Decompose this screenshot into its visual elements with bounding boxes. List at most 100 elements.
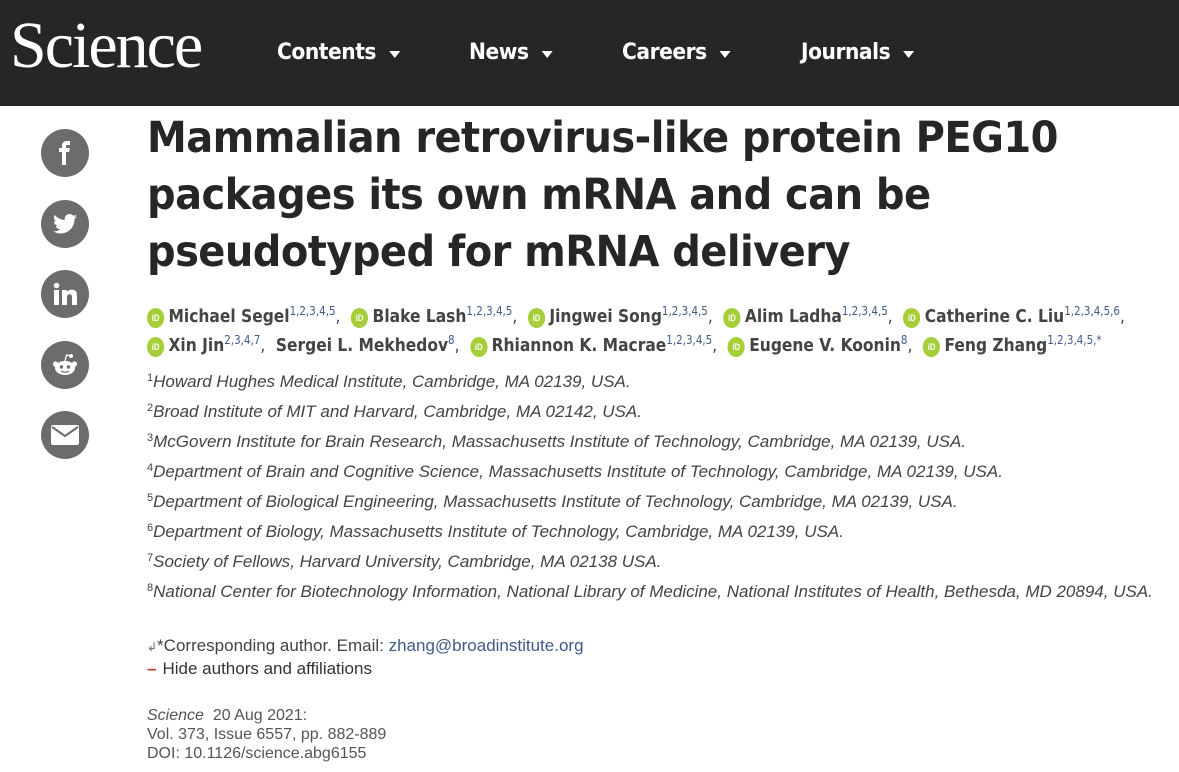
article-title: Mammalian retrovirus-like protein PEG10 …: [147, 113, 1058, 277]
share-reddit-button[interactable]: [41, 341, 89, 389]
affiliation-superscript: 1,2,3,4,5,*: [1047, 333, 1102, 347]
return-arrow-icon: ↲: [147, 640, 158, 654]
share-linkedin-button[interactable]: [41, 270, 89, 318]
separator: ,: [512, 306, 518, 327]
orcid-icon[interactable]: iD: [723, 308, 741, 328]
affiliation-superscript: 1,2,3,4,5: [841, 304, 888, 318]
author-name[interactable]: Blake Lash: [372, 306, 467, 327]
citation-volume: Vol. 373, Issue 6557, pp. 882-889: [147, 726, 387, 743]
citation-date: 20 Aug 2021:: [212, 707, 308, 724]
affiliation-item: 3McGovern Institute for Brain Research, …: [147, 432, 1177, 452]
separator: ,: [260, 335, 266, 356]
affiliation-text: Department of Biological Engineering, Ma…: [153, 492, 958, 511]
citation-journal: Science: [147, 707, 204, 724]
top-navigation-bar: Science Contents News Careers Journals: [0, 0, 1179, 106]
affiliation-number: 7: [147, 552, 154, 564]
author-name[interactable]: Xin Jin: [168, 335, 225, 356]
email-icon: [51, 425, 79, 445]
affiliation-item: 5Department of Biological Engineering, M…: [147, 492, 1177, 512]
corresponding-author: ↲*Corresponding author. Email: zhang@bro…: [147, 636, 584, 656]
science-logo[interactable]: Science: [10, 9, 203, 82]
orcid-icon[interactable]: iD: [922, 337, 941, 357]
separator: ,: [887, 306, 893, 327]
author-name[interactable]: Jingwei Song: [549, 306, 662, 327]
nav-news-label: News: [469, 40, 529, 65]
affiliation-superscript: 1,2,3,4,5: [466, 304, 513, 318]
separator: ,: [712, 335, 718, 356]
author-name[interactable]: Rhiannon K. Macrae: [491, 335, 667, 356]
affiliation-list: 1Howard Hughes Medical Institute, Cambri…: [147, 372, 1177, 612]
chevron-down-icon: [541, 50, 553, 58]
affiliation-number: 2: [147, 402, 154, 414]
author-name[interactable]: Sergei L. Mekhedov: [275, 335, 449, 356]
hide-authors-toggle[interactable]: – Hide authors and affiliations: [147, 659, 372, 679]
affiliation-number: 6: [147, 522, 154, 534]
author-name[interactable]: Catherine C. Liu: [924, 306, 1065, 327]
linkedin-icon: [53, 282, 77, 305]
orcid-icon[interactable]: iD: [147, 337, 165, 357]
nav-journals[interactable]: Journals: [801, 40, 915, 65]
affiliation-superscript: 1,2,3,4,5: [661, 304, 708, 318]
facebook-icon: [59, 141, 70, 165]
author-name[interactable]: Feng Zhang: [944, 335, 1048, 356]
citation-block: Science 20 Aug 2021: Vol. 373, Issue 655…: [147, 706, 386, 763]
author-name[interactable]: Eugene V. Koonin: [749, 335, 901, 356]
chevron-down-icon: [903, 50, 915, 58]
orcid-icon[interactable]: iD: [527, 308, 546, 328]
share-twitter-button[interactable]: [41, 200, 89, 248]
affiliation-superscript: 2,3,4,7: [224, 333, 261, 347]
separator: ,: [335, 306, 341, 327]
share-facebook-button[interactable]: [41, 129, 89, 177]
reddit-icon: [52, 354, 78, 375]
author-list: iD Michael Segel1,2,3,4,5, iD Blake Lash1,…: [147, 302, 1177, 360]
nav-news[interactable]: News: [469, 40, 553, 65]
orcid-icon[interactable]: iD: [903, 308, 921, 328]
affiliation-number: 8: [147, 582, 154, 594]
chevron-down-icon: [719, 50, 731, 58]
affiliation-item: 8National Center for Biotechnology Infor…: [147, 582, 1177, 602]
chevron-down-icon: [388, 50, 400, 58]
orcid-icon[interactable]: iD: [727, 337, 745, 357]
author-name[interactable]: Alim Ladha: [744, 306, 842, 327]
affiliation-item: 1Howard Hughes Medical Institute, Cambri…: [147, 372, 1177, 392]
affiliation-text: Department of Biology, Massachusetts Ins…: [153, 522, 844, 541]
affiliation-text: Broad Institute of MIT and Harvard, Camb…: [153, 402, 642, 421]
author-line: iD Xin Jin2,3,4,7, Sergei L. Mekhedov8, i…: [147, 331, 1102, 360]
affiliation-superscript: 8: [448, 333, 455, 347]
twitter-icon: [53, 214, 77, 234]
nav-contents[interactable]: Contents: [277, 40, 400, 65]
nav-careers[interactable]: Careers: [622, 40, 731, 65]
affiliation-item: 7Society of Fellows, Harvard University,…: [147, 552, 1177, 572]
orcid-icon[interactable]: iD: [470, 337, 488, 357]
corresponding-label: *Corresponding author. Email:: [157, 636, 389, 655]
separator: ,: [907, 335, 913, 356]
separator: ,: [1119, 306, 1125, 327]
affiliation-text: McGovern Institute for Brain Research, M…: [153, 432, 967, 451]
nav-careers-label: Careers: [622, 40, 707, 65]
orcid-icon[interactable]: iD: [147, 308, 165, 328]
affiliation-text: National Center for Biotechnology Inform…: [153, 582, 1153, 601]
minus-icon: –: [147, 659, 157, 678]
orcid-icon[interactable]: iD: [351, 308, 369, 328]
affiliation-superscript: 8: [900, 333, 908, 347]
affiliation-superscript: 1,2,3,4,5: [666, 333, 713, 347]
affiliation-number: 3: [147, 432, 154, 444]
affiliation-item: 4Department of Brain and Cognitive Scien…: [147, 462, 1177, 482]
citation-line: Science 20 Aug 2021:: [147, 706, 386, 725]
affiliation-text: Howard Hughes Medical Institute, Cambrid…: [153, 372, 631, 391]
affiliation-text: Society of Fellows, Harvard University, …: [153, 552, 662, 571]
corresponding-email-link[interactable]: zhang@broadinstitute.org: [388, 636, 584, 655]
separator: ,: [454, 335, 460, 356]
share-email-button[interactable]: [41, 411, 89, 459]
affiliation-item: 6Department of Biology, Massachusetts In…: [147, 522, 1177, 542]
hide-authors-label: Hide authors and affiliations: [162, 659, 372, 678]
author-name[interactable]: Michael Segel: [168, 306, 290, 327]
affiliation-item: 2Broad Institute of MIT and Harvard, Cam…: [147, 402, 1177, 422]
separator: ,: [707, 306, 713, 327]
affiliation-number: 1: [147, 372, 154, 384]
affiliation-superscript: 1,2,3,4,5,6: [1064, 304, 1120, 318]
citation-doi: DOI: 10.1126/science.abg6155: [147, 745, 367, 762]
nav-journals-label: Journals: [801, 40, 891, 65]
author-line: iD Michael Segel1,2,3,4,5, iD Blake Lash1,…: [147, 302, 1125, 331]
affiliation-number: 5: [147, 492, 154, 504]
